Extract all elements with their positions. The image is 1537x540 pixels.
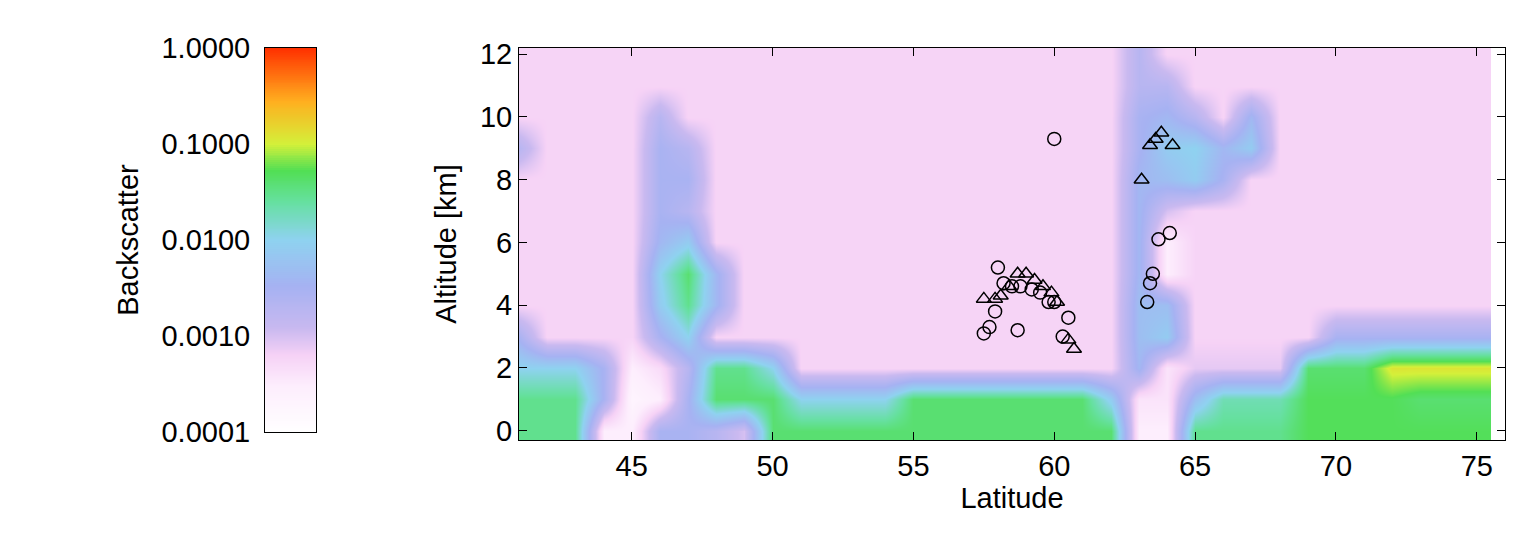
svg-text:0.0001: 0.0001 [161,416,250,448]
svg-text:4: 4 [496,289,512,321]
svg-text:12: 12 [480,38,512,70]
svg-text:0.0010: 0.0010 [161,320,250,352]
svg-text:8: 8 [496,164,512,196]
svg-text:6: 6 [496,227,512,259]
svg-text:45: 45 [616,450,648,482]
svg-text:0: 0 [496,415,512,447]
svg-text:Backscatter: Backscatter [112,164,144,316]
svg-text:70: 70 [1320,450,1352,482]
svg-text:75: 75 [1461,450,1493,482]
svg-text:Latitude: Latitude [960,482,1063,514]
svg-text:1.0000: 1.0000 [161,32,250,64]
svg-text:2: 2 [496,352,512,384]
svg-text:55: 55 [897,450,929,482]
svg-text:65: 65 [1179,450,1211,482]
svg-text:0.1000: 0.1000 [161,128,250,160]
svg-text:0.0100: 0.0100 [161,224,250,256]
svg-text:50: 50 [756,450,788,482]
svg-text:10: 10 [480,101,512,133]
svg-text:Altitude [km]: Altitude [km] [430,164,462,324]
svg-text:60: 60 [1038,450,1070,482]
